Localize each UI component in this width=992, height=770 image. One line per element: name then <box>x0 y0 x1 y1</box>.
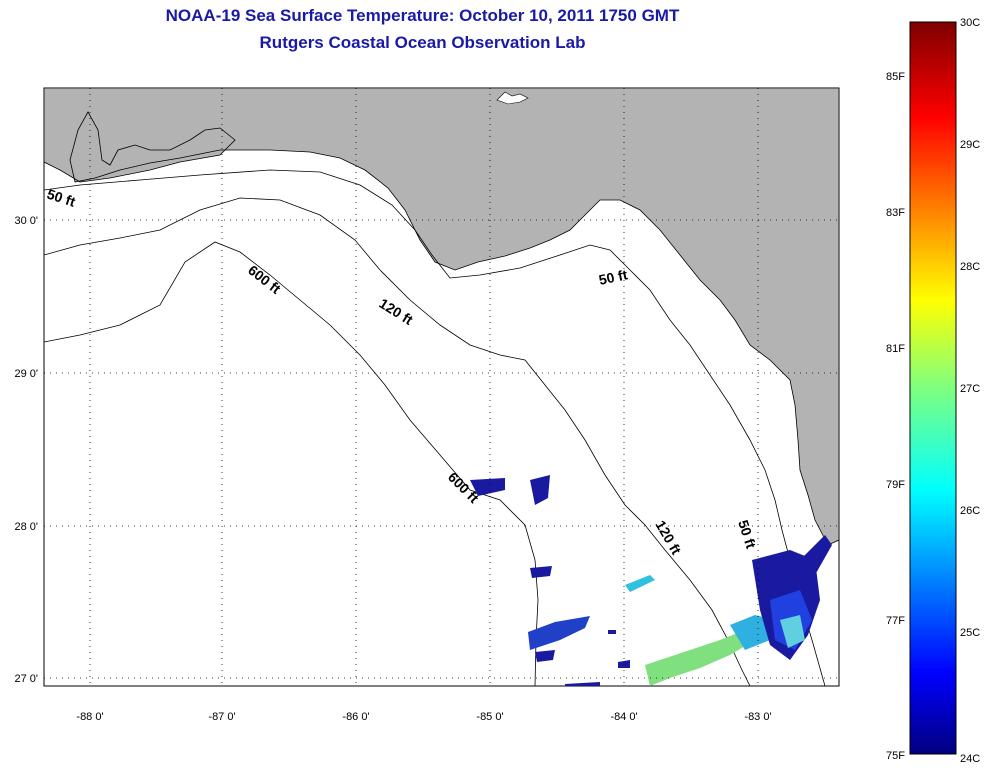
colorbar-c-label: 27C <box>960 383 980 395</box>
sst-data <box>470 475 832 686</box>
colorbar-f-label: 81F <box>886 343 905 355</box>
colorbar-f-label: 77F <box>886 615 905 627</box>
contour-label: 50 ft <box>597 266 629 288</box>
lon-tick-label: -86 0' <box>342 711 369 723</box>
colorbar-f-labels: 85F 83F 81F 79F 77F 75F <box>886 71 905 762</box>
colorbar-f-label: 85F <box>886 71 905 83</box>
longitude-axis: -88 0' -87 0' -86 0' -85 0' -84 0' -83 0… <box>76 711 771 723</box>
contour-50ft <box>44 169 826 686</box>
lat-tick-label: 27 0' <box>14 673 38 685</box>
latitude-axis: 30 0' 29 0' 28 0' 27 0' <box>14 215 38 685</box>
map-title: NOAA-19 Sea Surface Temperature: October… <box>165 6 680 25</box>
contour-600ft <box>44 241 539 686</box>
lon-tick-label: -87 0' <box>208 711 235 723</box>
colorbar-f-label: 75F <box>886 750 905 762</box>
colorbar-c-label: 29C <box>960 139 980 151</box>
lon-tick-label: -88 0' <box>76 711 103 723</box>
lat-tick-label: 28 0' <box>14 521 38 533</box>
map-subtitle: Rutgers Coastal Ocean Observation Lab <box>259 33 586 52</box>
colorbar-c-label: 25C <box>960 627 980 639</box>
colorbar-f-label: 83F <box>886 207 905 219</box>
colorbar-c-label: 24C <box>960 753 980 765</box>
colorbar-c-label: 30C <box>960 17 980 29</box>
lon-tick-label: -85 0' <box>476 711 503 723</box>
lon-tick-label: -83 0' <box>744 711 771 723</box>
contour-120ft <box>44 197 751 686</box>
colorbar <box>909 21 957 755</box>
land-mass <box>44 88 839 546</box>
colorbar-f-label: 79F <box>886 479 905 491</box>
lat-tick-label: 30 0' <box>14 215 38 227</box>
colorbar-c-label: 26C <box>960 505 980 517</box>
colorbar-c-labels: 30C 29C 28C 27C 26C 25C 24C <box>960 17 980 765</box>
graticule <box>44 88 839 686</box>
colorbar-c-label: 28C <box>960 261 980 273</box>
lon-tick-label: -84 0' <box>610 711 637 723</box>
lat-tick-label: 29 0' <box>14 368 38 380</box>
